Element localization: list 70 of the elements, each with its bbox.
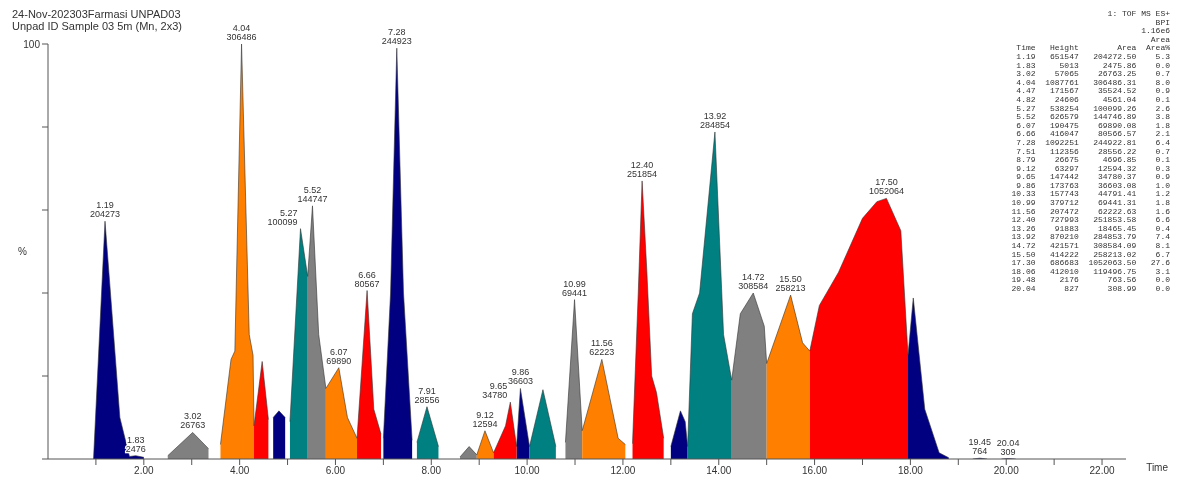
annotation: 13.92 284854 (699, 110, 730, 130)
text: Area (1149, 34, 1170, 45)
annotation: Time Height Area Area% (1015, 43, 1170, 53)
annotation: 20.04 827 308.99 0.0 (1011, 284, 1170, 294)
chart-title: 24-Nov-202303Farmasi UNPAD03 (12, 8, 182, 20)
annotation: 11.56 62223 (589, 338, 615, 358)
annotation: 9.65 147442 34780.37 0.9 (1015, 172, 1170, 182)
annotation: 3.02 57065 26763.25 0.7 (1015, 69, 1170, 79)
x-tick-label: 2.00 (134, 465, 154, 477)
annotation: 9.86 36603 (507, 367, 533, 387)
annotation: 6.07 190475 69890.08 1.8 (1015, 120, 1170, 131)
annotation: 4.47 171567 35524.52 0.9 (1015, 86, 1170, 96)
annotation: 14.72 308584 (738, 272, 769, 291)
x-tick-label: 6.00 (325, 465, 346, 477)
x-axis-title: Time (1146, 462, 1169, 473)
annotation: 17.50 1052064 (868, 177, 904, 197)
annotation: 19.48 2176 763.56 0.0 (1011, 275, 1170, 285)
annotation: 7.91 28556 (414, 385, 440, 405)
annotation: 3.02 26763 (180, 411, 206, 431)
annotation: 1.83 5013 2475.86 0.0 (1015, 60, 1170, 71)
annotation: 6.07 69890 (326, 346, 352, 366)
x-tick-label: 10.00 (514, 465, 541, 477)
annotation: 8.79 26675 4696.85 0.1 (1015, 155, 1170, 165)
annotation: 6.66 416047 80566.57 2.1 (1015, 129, 1170, 139)
x-tick-label: 8.00 (421, 465, 442, 477)
x-tick-label: 4.00 (229, 465, 250, 477)
annotation: 9.12 12594 (472, 409, 498, 429)
annotation: 9.12 63297 12594.32 0.3 (1015, 163, 1170, 174)
annotation: 5.52 144747 (297, 184, 328, 204)
annotation: 14.72 421571 308584.09 8.1 (1011, 241, 1170, 251)
y-axis-title: % (18, 246, 27, 258)
annotation: 1.19 204273 (89, 200, 121, 220)
text: BPI (1154, 17, 1170, 28)
x-tick-label: 14.00 (706, 465, 732, 477)
annotation: 5.27 100099 (267, 207, 298, 227)
annotation: 12.40 251854 (627, 159, 658, 179)
annotation: 18.06 412010 119496.75 3.1 (1011, 266, 1170, 277)
annotation: 4.04 306486 (226, 23, 257, 42)
annotation: 4.04 1087761 306486.31 8.0 (1015, 77, 1170, 88)
annotation: 5.52 626579 144746.89 3.8 (1015, 112, 1170, 122)
annotation: 7.28 1092251 244922.81 6.4 (1015, 137, 1170, 148)
annotation: 6.66 80567 (354, 269, 380, 289)
y-tick-label: 100 (23, 38, 41, 50)
text: 1.16e6 (1140, 26, 1170, 36)
annotation: 17.30 686683 1052063.50 27.6 (1011, 258, 1170, 268)
annotation: 7.51 112356 28556.22 0.7 (1015, 146, 1170, 157)
x-tick-label: 12.00 (610, 465, 636, 477)
annotation: 19.45 764 (968, 437, 992, 457)
annotation: 7.28 244923 (381, 27, 412, 47)
annotation: 13.92 870210 284853.79 7.4 (1011, 232, 1170, 243)
annotation: 4.82 24606 4561.04 0.1 (1015, 94, 1170, 105)
annotation: 10.33 157743 44791.41 1.2 (1011, 189, 1170, 200)
annotation: 11.56 207472 62222.63 1.6 (1011, 206, 1170, 217)
text: 1: TOF MS ES+ (1106, 9, 1170, 19)
annotation: 10.99 69441 (562, 278, 588, 298)
chart-subtitle: Unpad ID Sample 03 5m (Mn, 2x3) (12, 20, 182, 32)
annotation: 1.19 651547 204272.50 5.3 (1015, 51, 1170, 62)
annotation: 12.40 727993 251853.58 6.6 (1011, 215, 1170, 225)
annotation: 15.50 414222 258213.02 6.7 (1011, 249, 1170, 260)
annotation: 10.99 379712 69441.31 1.8 (1011, 198, 1170, 208)
annotation: 15.50 258213 (775, 274, 806, 294)
x-tick-label: 16.00 (802, 465, 828, 477)
x-tick-label: 20.00 (993, 465, 1020, 477)
annotation: 5.27 538254 100099.26 2.6 (1015, 103, 1170, 114)
x-tick-label: 18.00 (897, 465, 924, 477)
x-tick-label: 22.00 (1089, 465, 1115, 477)
annotation: 9.65 34780 (482, 381, 508, 401)
annotation: 20.04 309 (996, 437, 1020, 457)
annotation: 9.86 173763 36603.08 1.0 (1015, 180, 1170, 191)
annotation: 13.26 91883 18465.45 0.4 (1011, 223, 1170, 234)
